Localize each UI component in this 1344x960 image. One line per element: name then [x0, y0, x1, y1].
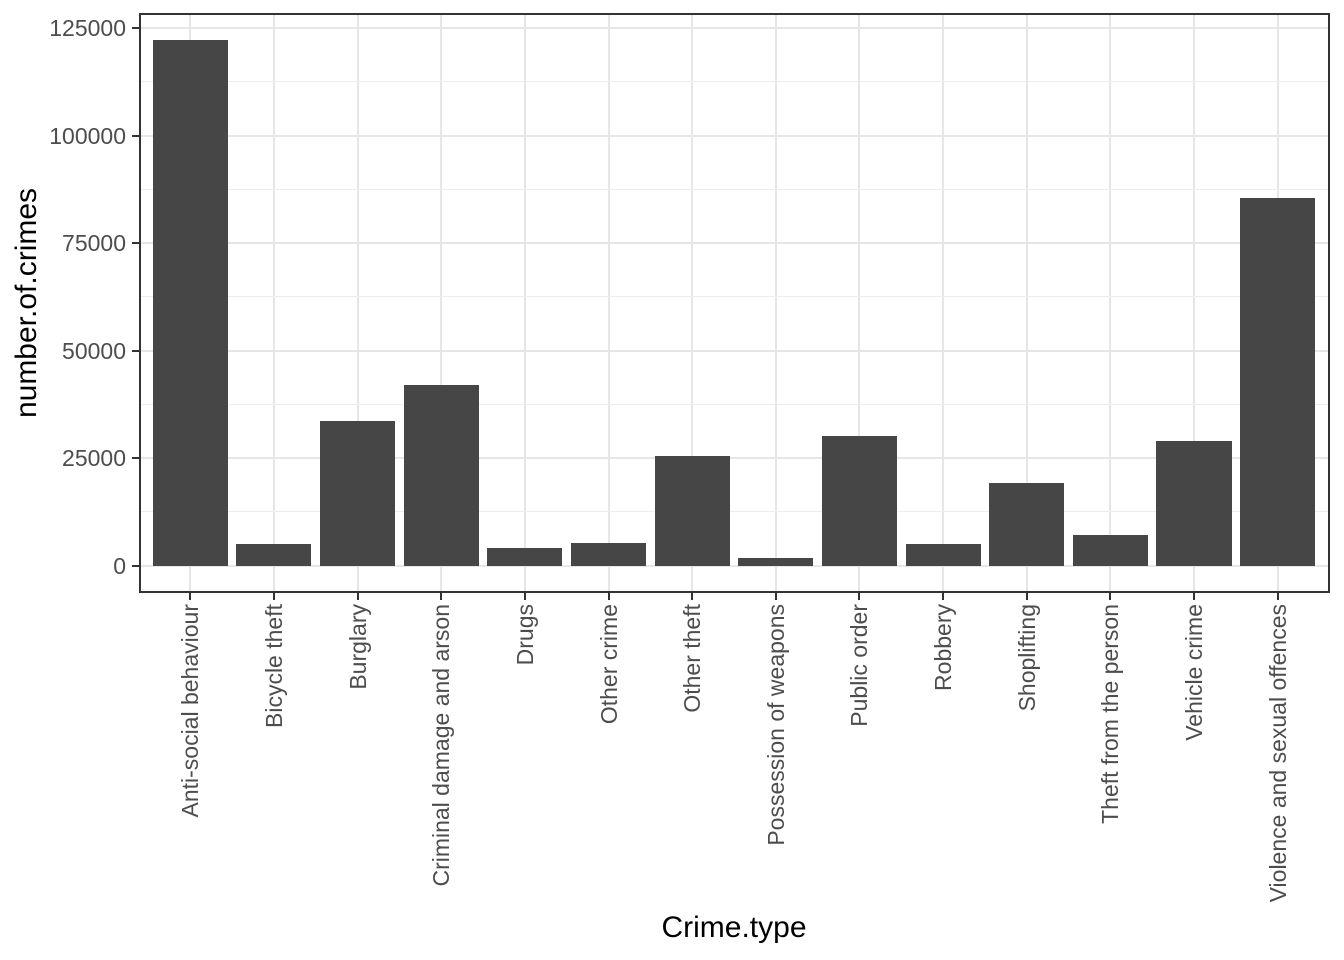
y-tick-label-0: 0 [113, 552, 126, 579]
x-tick-label-bicycle-theft: Bicycle theft [260, 604, 287, 728]
x-tick-label-public-order: Public order [846, 604, 873, 727]
x-tick-label-anti-social-behaviour: Anti-social behaviour [177, 604, 204, 818]
x-tick-mark-drugs [523, 592, 526, 600]
x-tick-mark-shoplifting [1025, 592, 1028, 600]
x-tick-mark-vehicle-crime [1193, 592, 1196, 600]
x-tick-label-vehicle-crime: Vehicle crime [1181, 604, 1208, 741]
panel-border [139, 13, 1330, 593]
x-tick-mark-violence-and-sexual-offences [1276, 592, 1279, 600]
x-tick-label-other-crime: Other crime [595, 604, 622, 725]
x-tick-mark-burglary [356, 592, 359, 600]
x-tick-label-criminal-damage-and-arson: Criminal damage and arson [428, 604, 455, 887]
y-tick-label-100000: 100000 [49, 122, 126, 149]
x-tick-label-possession-of-weapons: Possession of weapons [762, 604, 789, 846]
x-tick-mark-robbery [942, 592, 945, 600]
x-tick-label-drugs: Drugs [511, 604, 538, 666]
x-tick-mark-anti-social-behaviour [189, 592, 192, 600]
x-tick-mark-bicycle-theft [272, 592, 275, 600]
x-tick-mark-criminal-damage-and-arson [440, 592, 443, 600]
x-tick-mark-theft-from-the-person [1109, 592, 1112, 600]
x-tick-mark-possession-of-weapons [774, 592, 777, 600]
x-tick-label-theft-from-the-person: Theft from the person [1097, 604, 1124, 824]
x-tick-label-shoplifting: Shoplifting [1013, 604, 1040, 712]
x-axis-title: Crime.type [661, 911, 807, 944]
x-tick-mark-public-order [858, 592, 861, 600]
x-tick-mark-other-theft [691, 592, 694, 600]
y-axis-title: number.of.crimes [10, 187, 43, 419]
x-tick-label-burglary: Burglary [344, 604, 371, 690]
x-tick-mark-other-crime [607, 592, 610, 600]
x-tick-label-robbery: Robbery [930, 604, 957, 691]
y-tick-label-125000: 125000 [49, 15, 126, 42]
y-tick-label-25000: 25000 [62, 445, 126, 472]
x-tick-label-other-theft: Other theft [679, 604, 706, 713]
x-tick-label-violence-and-sexual-offences: Violence and sexual offences [1264, 604, 1291, 903]
